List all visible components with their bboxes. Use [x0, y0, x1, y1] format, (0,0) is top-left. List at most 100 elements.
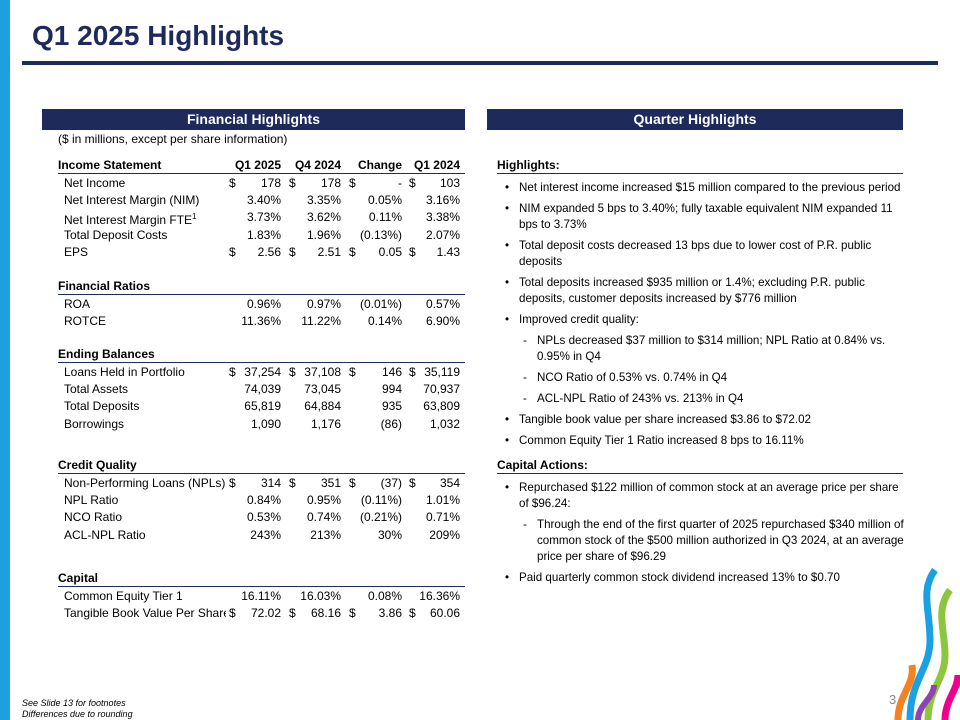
currency: $	[289, 244, 296, 259]
row-label-text: Borrowings	[64, 416, 125, 431]
section-rule	[58, 362, 465, 363]
sub-item: - Through the end of the first quarter of…	[497, 517, 909, 565]
section-title: Capital	[58, 571, 99, 585]
units-note: ($ in millions, except per share informa…	[58, 132, 288, 146]
cell: 72.02	[250, 606, 281, 621]
section-rule	[58, 586, 465, 587]
side-bar	[0, 0, 10, 720]
cell: 0.53%	[246, 510, 281, 525]
cell: 0.11%	[368, 210, 402, 225]
cell: 0.71%	[425, 510, 460, 525]
cell: 3.86	[378, 606, 402, 621]
row-label: ACL-NPL Ratio	[64, 527, 146, 543]
cell: 3.35%	[306, 193, 341, 208]
bullet-item: • Repurchased $122 million of common stoc…	[497, 480, 909, 565]
cell: (0.21%)	[359, 510, 402, 525]
bullet-item: • Common Equity Tier 1 Ratio increased 8 …	[497, 433, 909, 449]
row-label: EPS	[64, 244, 88, 260]
currency: $	[409, 176, 416, 190]
group-title: Highlights:	[497, 158, 560, 172]
cell: 1,090	[250, 416, 281, 431]
bullet: •	[505, 481, 510, 494]
sub-item: - NCO Ratio of 0.53% vs. 0.74% in Q4	[497, 370, 909, 386]
sub-text: ACL-NPL Ratio of 243% vs. 213% in Q4	[537, 392, 744, 405]
row-label-text: Non-Performing Loans (NPLs)	[64, 476, 226, 490]
section-title: Financial Ratios	[58, 279, 151, 293]
bullet: •	[505, 181, 510, 194]
cell: 994	[381, 382, 402, 397]
cell: 0.08%	[367, 589, 402, 603]
cell: 37,254	[244, 365, 281, 379]
section-rule	[58, 294, 465, 295]
row-label-text: Total Deposit Costs	[64, 227, 168, 242]
row-label: ROTCE	[64, 313, 106, 329]
cell: 35,119	[424, 365, 460, 379]
row-label-text: ACL-NPL Ratio	[64, 527, 146, 542]
row-label-text: NPL Ratio	[64, 493, 119, 508]
cell: 68.16	[310, 606, 341, 621]
footnote: Differences due to rounding	[22, 709, 133, 719]
cell: 213%	[310, 527, 341, 542]
bullet: •	[505, 413, 510, 426]
bullet-item: • Tangible book value per share increased…	[497, 412, 909, 428]
section-title: Ending Balances	[58, 347, 155, 361]
bullet-text: Net interest income increased $15 millio…	[519, 181, 901, 194]
column-header: Q4 2024	[294, 158, 341, 172]
footnote: See Slide 13 for footnotes	[22, 698, 126, 708]
bullet-text: NIM expanded 5 bps to 3.40%; fully taxab…	[519, 202, 893, 231]
row-label: Common Equity Tier 1	[64, 588, 183, 604]
row-label-text: Total Deposits	[64, 399, 140, 414]
row-label: Total Deposits	[64, 398, 139, 414]
sub-item: - ACL-NPL Ratio of 243% vs. 213% in Q4	[497, 391, 909, 407]
cell: 0.74%	[306, 510, 341, 525]
row-label-text: ROA	[64, 297, 91, 311]
cell: 65,819	[244, 399, 281, 414]
cell: 64,884	[304, 399, 341, 414]
row-label-text: Total Assets	[64, 382, 129, 397]
bullet-text: Tangible book value per share increased …	[519, 413, 811, 426]
row-label: ROA	[64, 296, 90, 312]
cell: 16.11%	[241, 589, 281, 603]
row-label: Tangible Book Value Per Share	[64, 605, 226, 621]
cell: 11.22%	[301, 314, 341, 329]
cell: 16.36%	[419, 589, 460, 603]
section-title: Credit Quality	[58, 458, 137, 472]
section-title: Income Statement	[58, 158, 162, 172]
bullet-item: • NIM expanded 5 bps to 3.40%; fully taxa…	[497, 201, 909, 233]
cell: 314	[260, 476, 281, 490]
group-rule	[497, 473, 903, 474]
financial-header: Financial Highlights	[42, 109, 465, 130]
row-label: Net Interest Margin FTE1	[64, 209, 197, 228]
row-label: Non-Performing Loans (NPLs)	[64, 475, 225, 491]
row-label-text: Loans Held in Portfolio	[64, 365, 185, 379]
decoration	[894, 567, 960, 720]
dash: -	[523, 334, 527, 347]
footnote-mark: 1	[192, 212, 197, 222]
cell: 243%	[250, 527, 281, 542]
sub-text: NPLs decreased $37 million to $314 milli…	[537, 334, 886, 363]
currency: $	[229, 476, 236, 490]
cell: 11.36%	[241, 314, 281, 329]
currency: $	[409, 244, 416, 259]
cell: (37)	[380, 476, 402, 490]
currency: $	[409, 476, 416, 490]
bullet: •	[505, 313, 510, 326]
cell: 0.14%	[367, 314, 402, 329]
row-label-text: ROTCE	[64, 314, 106, 329]
cell: 74,039	[244, 382, 281, 397]
cell: 3.16%	[425, 193, 460, 208]
cell: 0.05%	[367, 193, 402, 208]
cell: 2.51	[317, 244, 341, 259]
cell: 935	[381, 399, 402, 414]
cell: 1.43	[436, 244, 460, 259]
cell: 1,176	[310, 416, 341, 431]
cell: 209%	[429, 527, 460, 542]
bullet: •	[505, 571, 510, 584]
cell: 70,937	[423, 382, 460, 397]
row-label: Total Deposit Costs	[64, 227, 167, 243]
bullet-item: • Total deposits increased $935 million o…	[497, 275, 909, 307]
cell: 73,045	[304, 382, 341, 397]
bullet-list: • Net interest income increased $15 milli…	[497, 180, 909, 454]
row-label-text: Net Interest Margin (NIM)	[64, 193, 200, 208]
cell: 0.95%	[306, 493, 341, 508]
